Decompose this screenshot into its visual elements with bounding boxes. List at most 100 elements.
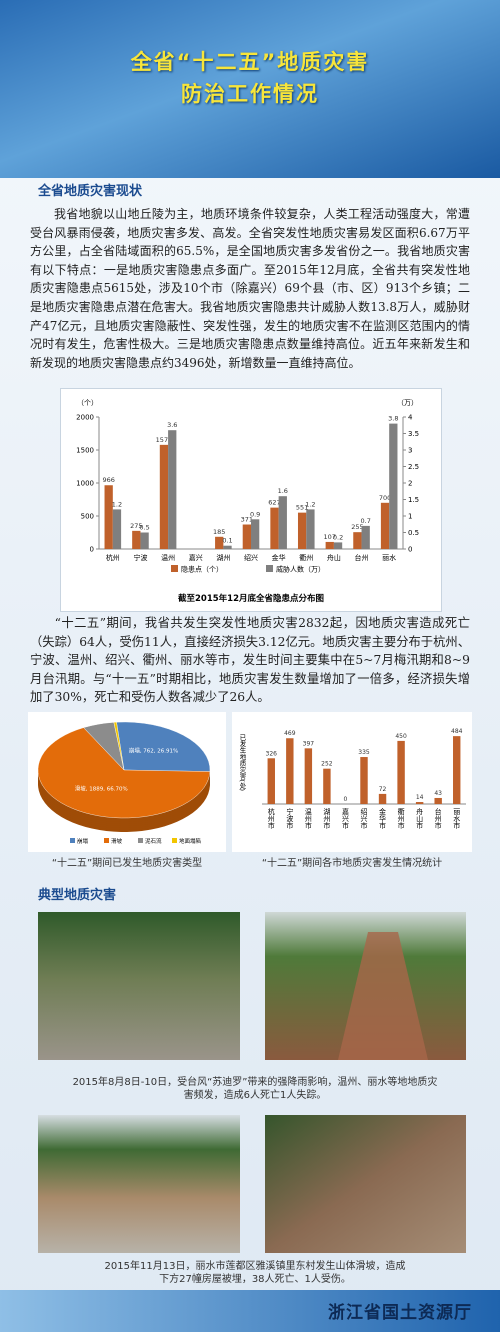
photo-detail (338, 932, 428, 1060)
paragraph: “十二五”期间，我省共发生突发性地质灾害2832起，因地质灾害造成死亡（失踪）6… (30, 616, 470, 705)
legend-swatch (138, 838, 143, 843)
bar (389, 423, 398, 549)
y-tick-label: 1500 (76, 447, 94, 455)
y2-tick-label: 1 (408, 513, 412, 521)
legend-swatch (266, 565, 273, 572)
photo (38, 1115, 240, 1253)
data-label: 484 (451, 728, 463, 735)
x-tick-label: 宁波 (133, 553, 147, 562)
bar (353, 532, 362, 549)
bar (278, 496, 287, 549)
pie-slice (113, 721, 125, 771)
bar (215, 536, 224, 549)
y2-tick-label: 2.5 (408, 463, 419, 471)
x-tick-label: 绍兴 (244, 553, 258, 562)
data-label: 0.1 (222, 537, 232, 545)
data-label: 252 (321, 761, 333, 768)
photo (265, 1115, 466, 1253)
x-tick-label: 丽水 (382, 553, 396, 562)
data-label: 72 (379, 786, 387, 793)
x-tick-label: 绍兴市 (360, 807, 368, 830)
bar (361, 525, 370, 549)
x-tick-label: 丽水市 (453, 808, 461, 830)
title: 全省“十二五”地质灾害 (130, 50, 370, 74)
x-tick-label: 舟山市 (416, 807, 424, 830)
legend-swatch (172, 838, 177, 843)
legend-swatch (171, 565, 178, 572)
data-label: 335 (358, 749, 370, 756)
bar (168, 430, 177, 549)
data-label: 0.7 (361, 517, 371, 525)
data-label: 1578 (156, 436, 173, 444)
y2-tick-label: 1.5 (408, 496, 419, 504)
legend-label: 隐患点（个） (181, 565, 223, 574)
bar (325, 541, 334, 549)
bar (297, 512, 307, 549)
y-tick-label: 1000 (76, 480, 94, 488)
data-label: 107 (324, 533, 336, 541)
data-label: 1.6 (278, 487, 288, 495)
chart: 0 500 1000 1500 2000 0 0.5 1 1.5 2 2.5 3 3.5 4 （个） （万） 杭… (60, 388, 442, 612)
bar (415, 802, 424, 804)
section-heading: 典型地质灾害 (38, 888, 117, 903)
y-tick-label: 2000 (76, 414, 94, 422)
data-label: 0 (344, 796, 348, 803)
bar (434, 797, 442, 804)
data-label: 966 (102, 476, 114, 484)
bar (242, 524, 251, 549)
x-tick-label: 湖州 (216, 553, 230, 562)
data-label: 43 (434, 790, 442, 797)
x-tick-label: 金华 (272, 553, 286, 562)
data-label: 0.2 (333, 533, 343, 541)
data-label: 崩塌, 762, 26.91% (129, 747, 178, 755)
y2-tick-label: 0 (408, 546, 412, 554)
photos (38, 1115, 466, 1253)
photo-caption: 2015年8月8日-10日，受台风“苏迪罗”带来的强降雨影响，温州、丽水等地地质… (72, 1077, 438, 1101)
legend-label: 地面塌陷 (179, 837, 201, 845)
y2-tick-label: 4 (408, 414, 413, 422)
x-tick-label: 温州 (161, 553, 175, 562)
bar (304, 748, 313, 804)
data-label: 450 (395, 733, 407, 740)
chart-caption: “十二五”期间已发生地质灾害类型 (51, 858, 203, 869)
bar (112, 509, 122, 549)
legend-swatch (104, 838, 109, 843)
data-label: 255 (351, 523, 363, 531)
data-label: 551 (296, 504, 308, 512)
bar (267, 758, 275, 804)
bar (378, 793, 387, 804)
data-label: 371 (241, 516, 253, 524)
photo (38, 912, 240, 1060)
chart-caption: “十二五”期间各市地质灾害发生情况统计 (261, 858, 443, 869)
footer-band (0, 1290, 500, 1332)
y2-tick-label: 2 (408, 480, 412, 488)
chart: 崩塌, 762, 26.91%滑坡, 1889, 66.70%泥石流, 167,… (28, 712, 226, 852)
y-tick-label: 0 (90, 546, 94, 554)
data-label: 3.6 (167, 421, 177, 429)
data-label: 275 (130, 522, 142, 530)
x-tick-label: 嘉兴 (189, 553, 203, 562)
footer-org: 浙江省国土资源厅 (328, 1303, 472, 1323)
x-tick-label: 湖州市 (323, 807, 331, 830)
data-label: 滑坡, 1889, 66.70% (75, 784, 128, 792)
bar (286, 738, 294, 804)
legend-label: 滑坡 (111, 837, 123, 845)
y-axis-label: （个） (77, 399, 98, 407)
bar (360, 757, 368, 804)
y-axis-label: 已发生地质灾害(处) (238, 734, 246, 791)
data-label: 0.9 (250, 510, 260, 518)
x-tick-label: 宁波市 (286, 807, 294, 830)
title: 防治工作情况 (181, 82, 319, 106)
x-tick-label: 台州市 (434, 807, 442, 830)
data-label: 14 (416, 794, 424, 801)
bar (380, 502, 390, 549)
data-label: 700 (379, 494, 391, 502)
pie-slice (37, 727, 211, 819)
x-tick-label: 杭州市 (267, 807, 275, 830)
legend-label: 泥石流 (145, 837, 162, 845)
x-tick-label: 杭州 (106, 553, 120, 562)
photo-caption: 2015年11月13日，丽水市莲都区雅溪镇里东村发生山体滑坡，造成下方27幢房屋… (104, 1261, 406, 1285)
x-tick-label: 嘉兴市 (341, 807, 349, 830)
paragraph: 我省地貌以山地丘陵为主，地质环境条件较复杂，人类工程活动强度大，常遭受台风暴雨侵… (30, 207, 470, 370)
